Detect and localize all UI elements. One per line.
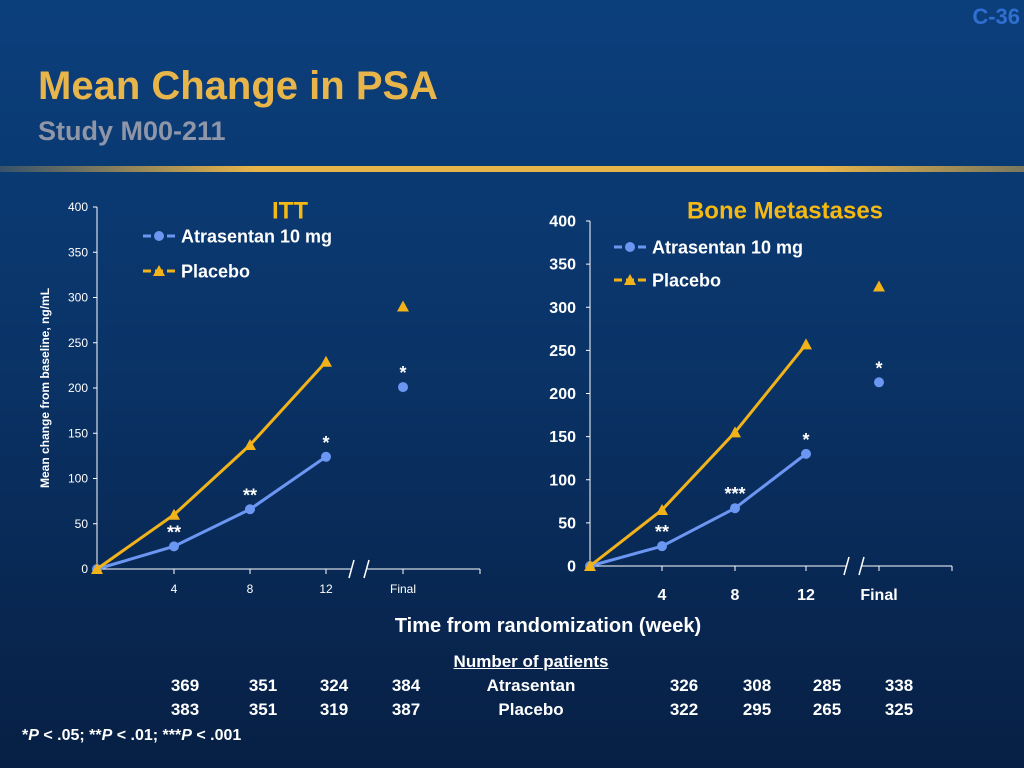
patients-row-placebo: 383 351 319 387 Placebo 322 295 265 325	[0, 700, 1024, 722]
series-line	[96, 455, 327, 571]
series-line	[96, 360, 328, 571]
slide-number: C-36	[972, 4, 1020, 29]
slide-title: Mean Change in PSA	[38, 64, 439, 108]
count-cell: 338	[884, 676, 914, 695]
data-point	[730, 503, 740, 514]
count-cell: 285	[812, 676, 842, 695]
y-tick-label: 150	[549, 429, 576, 446]
x-tick-label: Final	[390, 582, 416, 596]
significance-marker: ***	[724, 484, 745, 504]
axis-break-mark	[348, 559, 355, 579]
data-point	[244, 439, 256, 451]
count-cell: 326	[669, 676, 699, 695]
row-label: Placebo	[498, 700, 564, 719]
data-point	[91, 563, 103, 574]
data-point	[169, 541, 179, 552]
legend-marker	[625, 242, 635, 252]
legend-label: Placebo	[652, 270, 721, 290]
y-tick-label: 50	[558, 515, 576, 532]
count-cell: 369	[170, 676, 200, 695]
count-cell: 325	[884, 700, 914, 719]
count-cell: 265	[812, 700, 842, 719]
y-tick-label: 150	[68, 426, 88, 440]
legend-marker	[154, 231, 164, 241]
count-cell: 322	[669, 700, 699, 719]
significance-marker: **	[167, 522, 181, 542]
count-cell: 295	[742, 700, 772, 719]
title-divider	[0, 166, 1024, 172]
data-point	[873, 280, 885, 292]
data-point	[584, 560, 596, 571]
x-tick-label: 4	[658, 587, 667, 604]
y-tick-label: 350	[549, 257, 576, 274]
legend-label: Placebo	[181, 261, 250, 281]
count-cell: 319	[319, 700, 349, 719]
series-line	[589, 452, 807, 568]
chart-title: Bone Metastases	[687, 197, 883, 224]
x-axis-label: Time from randomization (week)	[394, 615, 702, 637]
patients-row-atrasentan: 369 351 324 384 Atrasentan 326 308 285 3…	[0, 676, 1024, 698]
count-cell: 383	[170, 700, 200, 719]
y-tick-label: 400	[68, 200, 88, 214]
count-cell: 308	[742, 676, 772, 695]
axis-break-mark	[363, 559, 370, 579]
x-tick-label: 12	[797, 587, 815, 604]
count-cell: 324	[319, 676, 349, 695]
data-point	[800, 338, 812, 350]
x-tick-label: 8	[731, 587, 740, 604]
chart-title: ITT	[272, 197, 308, 224]
y-tick-label: 350	[68, 245, 88, 259]
significance-marker: **	[655, 522, 669, 542]
data-point	[168, 508, 180, 520]
y-tick-label: 50	[75, 517, 89, 531]
x-tick-label: Final	[860, 587, 897, 604]
y-tick-label: 100	[68, 472, 88, 486]
series-line	[589, 343, 808, 568]
y-tick-label: 300	[68, 291, 88, 305]
x-tick-label: 4	[171, 582, 178, 596]
y-tick-label: 100	[549, 472, 576, 489]
significance-marker: **	[243, 485, 257, 505]
significance-footnote: *P < .05; **P < .01; ***P < .001	[22, 727, 242, 744]
data-point	[320, 355, 332, 367]
data-point	[321, 451, 331, 462]
count-cell: 351	[248, 676, 278, 695]
patients-heading: Number of patients	[453, 652, 609, 671]
x-tick-label: 8	[247, 582, 254, 596]
y-tick-label: 400	[549, 214, 576, 231]
count-cell: 387	[391, 700, 421, 719]
legend-marker	[153, 265, 165, 276]
row-label: Atrasentan	[486, 676, 576, 695]
data-point	[729, 426, 741, 438]
data-point	[398, 382, 408, 393]
x-tick-label: 12	[319, 582, 333, 596]
data-point	[874, 377, 884, 388]
legend-label: Atrasentan 10 mg	[181, 226, 332, 246]
significance-marker: *	[399, 363, 406, 383]
data-point	[245, 504, 255, 515]
significance-marker: *	[802, 430, 809, 450]
slide-subtitle: Study M00-211	[38, 116, 226, 146]
y-tick-label: 200	[549, 386, 576, 403]
significance-marker: *	[875, 358, 882, 378]
count-cell: 351	[248, 700, 278, 719]
significance-marker: *	[322, 433, 329, 453]
axis-break-mark	[843, 556, 850, 576]
y-axis-label: Mean change from baseline, ng/mL	[38, 288, 52, 488]
y-tick-label: 250	[549, 343, 576, 360]
data-point	[656, 503, 668, 515]
y-tick-label: 0	[81, 562, 88, 576]
y-tick-label: 250	[68, 336, 88, 350]
count-cell: 384	[391, 676, 421, 695]
data-point	[801, 448, 811, 459]
y-tick-label: 300	[549, 300, 576, 317]
axis-break-mark	[858, 556, 865, 576]
data-point	[657, 541, 667, 552]
data-point	[397, 300, 409, 312]
y-tick-label: 0	[567, 559, 576, 576]
legend-label: Atrasentan 10 mg	[652, 237, 803, 257]
legend-marker	[624, 274, 636, 285]
y-tick-label: 200	[68, 381, 88, 395]
